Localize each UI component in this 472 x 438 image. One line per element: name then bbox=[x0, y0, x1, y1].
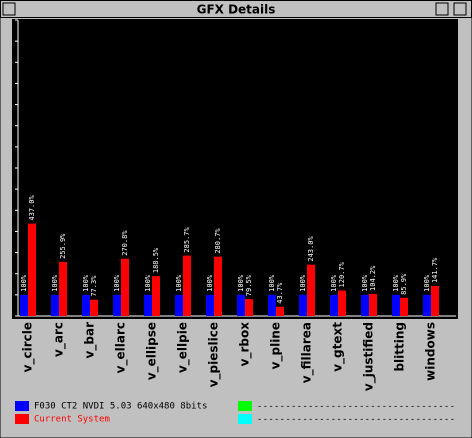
value-label: 280.7% bbox=[214, 228, 222, 254]
bar bbox=[90, 299, 98, 316]
bar bbox=[423, 294, 431, 316]
legend-label: ----------------------------------- bbox=[257, 415, 455, 425]
bar bbox=[206, 294, 214, 316]
bar bbox=[144, 294, 152, 316]
x-tick-label: v_ellarc bbox=[114, 322, 129, 373]
x-tick-label: v_justified bbox=[362, 322, 377, 391]
value-label: 255.9% bbox=[59, 233, 67, 259]
bar bbox=[214, 256, 222, 316]
legend-swatch bbox=[238, 401, 252, 411]
x-tick-label: v_gtext bbox=[331, 322, 346, 372]
bar bbox=[369, 293, 377, 316]
x-tick-label: v_pieslice bbox=[207, 322, 222, 387]
value-label: 188.5% bbox=[152, 247, 160, 273]
bar bbox=[175, 294, 183, 316]
bar bbox=[237, 294, 245, 316]
value-label: 100% bbox=[113, 274, 121, 292]
bar bbox=[307, 264, 315, 316]
bar bbox=[245, 299, 253, 316]
legend-swatch bbox=[15, 401, 29, 411]
value-label: 270.8% bbox=[121, 230, 129, 256]
bar bbox=[59, 261, 67, 316]
x-tick-label: v_arc bbox=[52, 322, 67, 357]
value-label: 120.7% bbox=[338, 261, 346, 287]
value-label: 285.7% bbox=[183, 227, 191, 253]
value-label: 100% bbox=[330, 274, 338, 292]
value-label: 43.7% bbox=[276, 282, 284, 304]
x-tick-label: v_fillarea bbox=[300, 322, 315, 383]
bar bbox=[82, 294, 90, 316]
value-label: 100% bbox=[361, 274, 369, 292]
x-tick-label: windows bbox=[424, 322, 438, 381]
bar bbox=[431, 286, 439, 316]
bar bbox=[152, 276, 160, 316]
value-label: 100% bbox=[51, 274, 59, 292]
legend-label: Current System bbox=[34, 415, 110, 425]
x-tick-label: v_rbox bbox=[238, 322, 253, 367]
x-tick-label: blitting bbox=[393, 322, 407, 372]
bar bbox=[183, 255, 191, 316]
legend-label: F030 CT2 NVDI 5.03 640x480 8bits bbox=[34, 402, 207, 412]
value-label: 100% bbox=[82, 274, 90, 292]
x-tick-label: v_bar bbox=[83, 322, 98, 359]
bar bbox=[330, 294, 338, 316]
value-label: 100% bbox=[206, 274, 214, 292]
bar bbox=[121, 258, 129, 316]
window-title: GFX Details bbox=[197, 3, 276, 17]
value-label: 141.7% bbox=[431, 257, 439, 283]
close-button[interactable] bbox=[2, 2, 16, 16]
value-label: 243.0% bbox=[307, 236, 315, 262]
value-label: 100% bbox=[299, 274, 307, 292]
legend-swatch bbox=[15, 414, 29, 424]
value-label: 79.5% bbox=[245, 274, 253, 296]
bar bbox=[299, 294, 307, 316]
x-tick-label: v_circle bbox=[21, 322, 36, 372]
value-label: 100% bbox=[144, 274, 152, 292]
legend-swatch bbox=[238, 414, 252, 424]
value-label: 104.2% bbox=[369, 265, 377, 291]
x-tick-label: v_ellpie bbox=[176, 322, 191, 373]
value-label: 100% bbox=[20, 274, 28, 292]
bar bbox=[276, 306, 284, 316]
bar bbox=[268, 294, 276, 316]
iconify-button[interactable] bbox=[435, 2, 449, 16]
bar bbox=[361, 294, 369, 316]
value-label: 437.0% bbox=[28, 195, 36, 221]
value-label: 85.9% bbox=[400, 273, 408, 295]
x-tick-label: v_ellipse bbox=[145, 322, 160, 380]
value-label: 100% bbox=[237, 274, 245, 292]
bar bbox=[392, 294, 400, 316]
bar bbox=[113, 294, 121, 316]
bar bbox=[51, 294, 59, 316]
x-tick-label: v_pline bbox=[269, 322, 284, 369]
bar bbox=[338, 290, 346, 316]
value-label: 100% bbox=[423, 274, 431, 292]
value-label: 77.3% bbox=[90, 275, 98, 297]
value-label: 100% bbox=[175, 274, 183, 292]
fuller-button[interactable] bbox=[453, 2, 467, 16]
legend-label: ----------------------------------- bbox=[257, 402, 455, 412]
bar bbox=[28, 223, 36, 316]
bar bbox=[400, 297, 408, 316]
value-label: 100% bbox=[268, 274, 276, 292]
value-label: 100% bbox=[392, 274, 400, 292]
plot-area bbox=[12, 19, 458, 319]
bar bbox=[20, 294, 28, 316]
